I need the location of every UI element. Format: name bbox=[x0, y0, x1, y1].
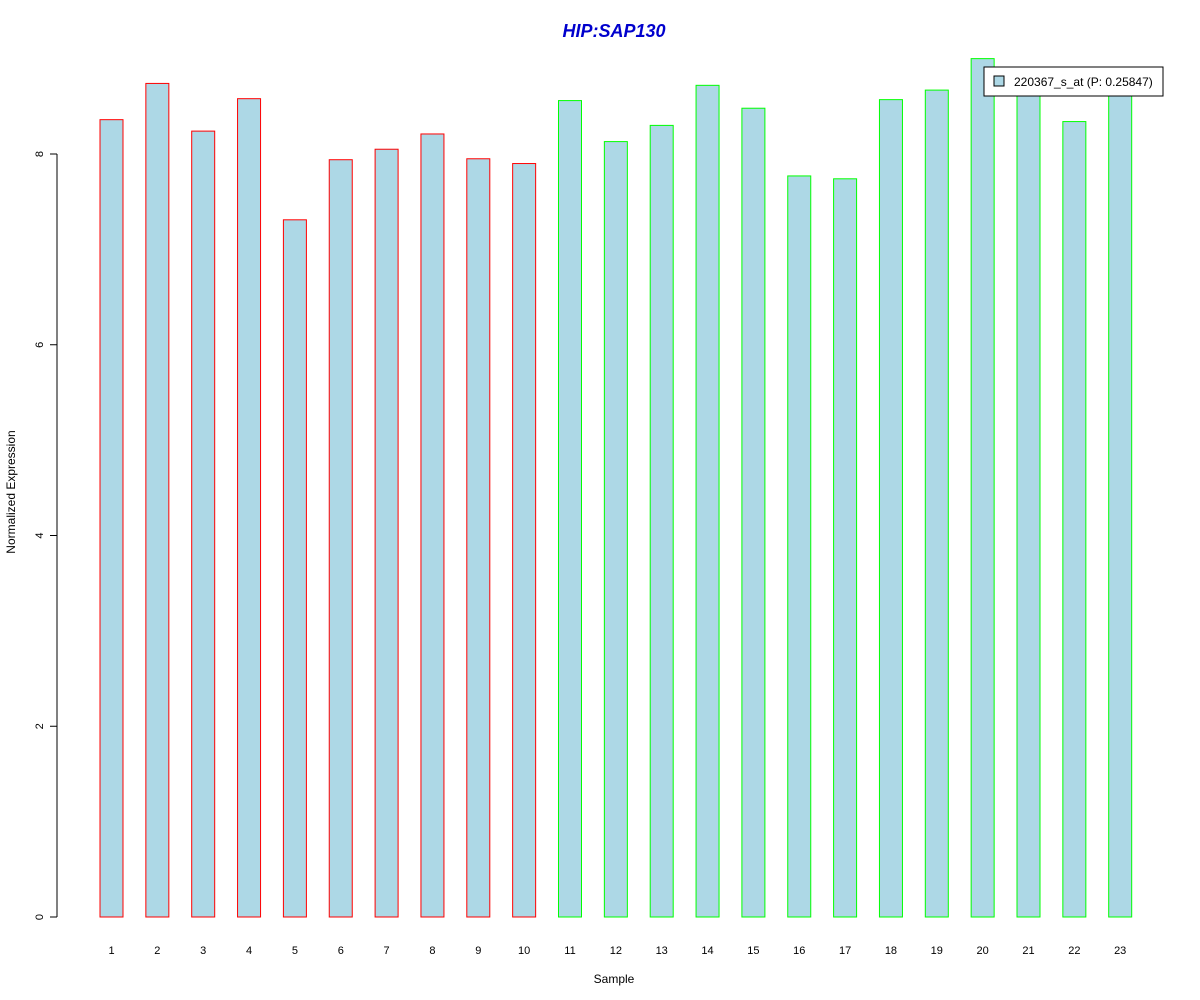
x-tick-label-16: 16 bbox=[793, 945, 805, 957]
bar-sample-2 bbox=[145, 82, 170, 918]
x-tick-label-8: 8 bbox=[429, 945, 435, 957]
x-tick-label-11: 11 bbox=[564, 945, 575, 957]
bar-sample-13 bbox=[649, 124, 674, 918]
x-tick-label-9: 9 bbox=[475, 945, 481, 957]
bar-sample-10 bbox=[512, 163, 537, 918]
x-tick-label-13: 13 bbox=[656, 945, 668, 957]
x-tick-label-3: 3 bbox=[200, 945, 206, 957]
bar-sample-20 bbox=[970, 58, 995, 918]
legend-entry: 220367_s_at (P: 0.25847) bbox=[1014, 75, 1153, 89]
x-tick-label-4: 4 bbox=[246, 945, 252, 957]
x-tick-label-6: 6 bbox=[338, 945, 344, 957]
bar-sample-22 bbox=[1062, 121, 1087, 918]
bar-sample-15 bbox=[741, 107, 766, 918]
x-tick-label-23: 23 bbox=[1114, 945, 1126, 957]
bar-sample-19 bbox=[924, 89, 949, 918]
y-axis-label: Normalized Expression bbox=[4, 430, 18, 553]
bar-sample-9 bbox=[466, 158, 491, 918]
bar-sample-6 bbox=[328, 159, 353, 918]
x-tick-label-5: 5 bbox=[292, 945, 298, 957]
legend-box bbox=[983, 66, 1164, 97]
x-tick-label-1: 1 bbox=[108, 945, 114, 957]
bar-sample-16 bbox=[787, 175, 812, 918]
x-axis-label: Sample bbox=[594, 972, 635, 986]
bar-sample-18 bbox=[878, 99, 903, 918]
y-tick-label: 8 bbox=[34, 151, 46, 157]
bar-sample-23 bbox=[1108, 91, 1133, 918]
y-tick-label: 2 bbox=[34, 723, 46, 729]
x-tick-label-2: 2 bbox=[154, 945, 160, 957]
y-tick-label: 0 bbox=[34, 914, 46, 920]
y-tick-label: 6 bbox=[34, 342, 46, 348]
bar-sample-3 bbox=[191, 130, 216, 918]
bar-sample-7 bbox=[374, 148, 399, 918]
chart-title: HIP:SAP130 bbox=[562, 21, 665, 41]
x-tick-label-19: 19 bbox=[931, 945, 943, 957]
legend: 220367_s_at (P: 0.25847) bbox=[983, 66, 1164, 97]
x-axis-tick-labels: 1 2 3 4 5 6 7 8 9 10 11 12 13 14 15 16 17 18 19 20 21 22 23 bbox=[108, 945, 1126, 957]
bar-sample-14 bbox=[695, 84, 720, 918]
bar-sample-17 bbox=[833, 178, 858, 918]
x-tick-label-17: 17 bbox=[839, 945, 851, 957]
x-tick-label-10: 10 bbox=[518, 945, 530, 957]
legend-swatch bbox=[993, 75, 1005, 87]
y-tick-label: 4 bbox=[34, 532, 46, 538]
bar-sample-12 bbox=[603, 141, 628, 918]
x-tick-label-21: 21 bbox=[1022, 945, 1034, 957]
y-axis: 0 2 4 6 8 bbox=[34, 151, 58, 920]
x-tick-label-14: 14 bbox=[701, 945, 713, 957]
x-tick-label-20: 20 bbox=[977, 945, 989, 957]
x-tick-label-12: 12 bbox=[610, 945, 622, 957]
x-tick-label-18: 18 bbox=[885, 945, 897, 957]
x-tick-label-22: 22 bbox=[1068, 945, 1080, 957]
bars bbox=[99, 58, 1133, 918]
bar-sample-11 bbox=[558, 100, 582, 918]
x-tick-label-7: 7 bbox=[384, 945, 390, 957]
bar-sample-21 bbox=[1016, 91, 1041, 918]
bar-sample-4 bbox=[237, 98, 262, 918]
bar-sample-8 bbox=[420, 133, 445, 918]
bar-sample-5 bbox=[282, 219, 307, 918]
x-tick-label-15: 15 bbox=[747, 945, 759, 957]
bar-sample-1 bbox=[99, 119, 124, 918]
